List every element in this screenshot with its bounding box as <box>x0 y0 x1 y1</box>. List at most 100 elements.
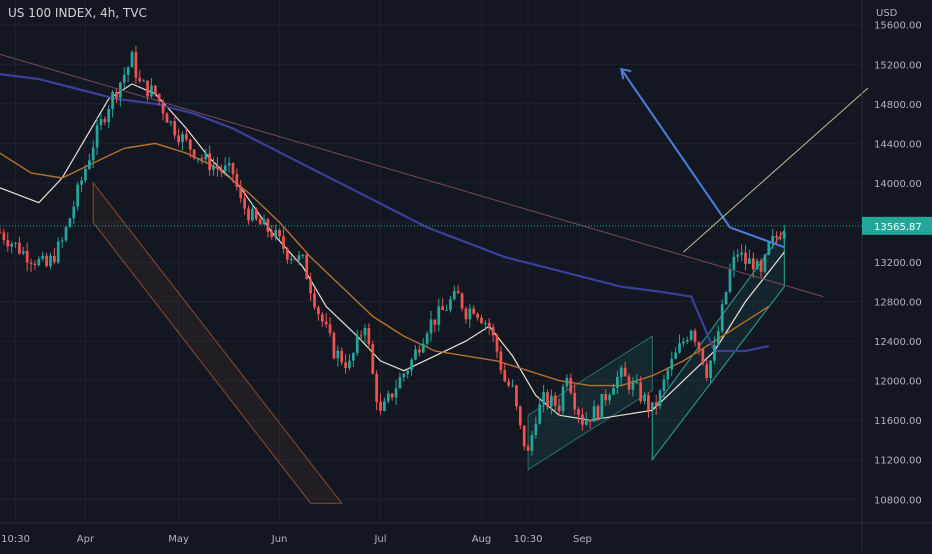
candle-body <box>181 134 184 143</box>
candle-body <box>728 269 732 292</box>
candle-body <box>336 350 340 359</box>
x-tick-label: Jul <box>373 534 386 545</box>
candle-body <box>511 385 514 387</box>
candle-body <box>68 218 72 228</box>
candle-body <box>716 331 720 345</box>
candle-body <box>495 335 499 352</box>
candle-body <box>476 313 479 318</box>
candle-body <box>367 328 371 345</box>
candle-body <box>678 343 681 353</box>
candle-body <box>414 349 417 360</box>
candle-body <box>208 153 212 170</box>
x-tick-label: Aug <box>472 534 492 545</box>
candle-body <box>542 392 545 405</box>
candle-body <box>441 306 445 311</box>
candle-body <box>371 344 375 374</box>
candle-body <box>565 378 569 387</box>
candle-body <box>134 52 138 78</box>
candle-body <box>650 402 654 410</box>
candle-body <box>2 232 6 241</box>
candle-body <box>666 369 670 380</box>
candle-body <box>561 386 565 412</box>
moving-average-3 <box>0 73 770 353</box>
candle-body <box>72 206 76 219</box>
x-tick-label: Sep <box>573 534 592 545</box>
candle-body <box>709 360 712 378</box>
candle-body <box>429 319 433 334</box>
candle-body <box>592 406 596 422</box>
candle-body <box>14 242 17 244</box>
candle-body <box>550 395 553 407</box>
candle-body <box>344 362 347 369</box>
candle-body <box>627 376 631 390</box>
y-tick-label: 15600.00 <box>874 21 922 32</box>
candle-body <box>503 370 507 382</box>
candle-body <box>546 392 549 407</box>
candle-body <box>538 404 542 424</box>
candle-body <box>736 254 740 257</box>
forecast-line <box>683 87 869 253</box>
candle-body <box>654 402 658 407</box>
candle-body <box>216 165 219 169</box>
candle-body <box>192 149 196 159</box>
candle-body <box>227 163 231 166</box>
candle-body <box>584 419 588 425</box>
candle-body <box>604 394 608 401</box>
candle-body <box>518 406 522 426</box>
candle-body <box>301 254 305 256</box>
candle-body <box>231 163 235 175</box>
candle-body <box>10 243 14 247</box>
candle-body <box>616 377 619 388</box>
candle-body <box>359 335 363 337</box>
candle-body <box>177 135 180 143</box>
candle-body <box>351 353 355 361</box>
candle-body <box>526 446 530 451</box>
candle-body <box>49 255 52 267</box>
candle-body <box>247 208 250 221</box>
drawing-tools[interactable] <box>0 53 869 298</box>
candle-body <box>142 80 146 82</box>
candle-body <box>608 394 611 401</box>
x-tick-label: May <box>168 534 189 545</box>
candle-body <box>779 237 782 239</box>
candle-body <box>355 335 359 354</box>
candle-body <box>534 423 538 436</box>
candle-body <box>332 333 336 359</box>
moving-average-2 <box>0 142 770 387</box>
candle-body <box>107 108 111 123</box>
candle-body <box>553 395 557 406</box>
candle-body <box>445 309 448 311</box>
candle-body <box>755 260 759 270</box>
candle-body <box>363 328 367 336</box>
candlesticks[interactable] <box>0 45 786 456</box>
candle-body <box>146 80 149 97</box>
x-tick-label: Jun <box>271 534 288 545</box>
candle-body <box>383 401 386 411</box>
y-tick-label: 14000.00 <box>874 179 922 190</box>
candle-body <box>697 342 701 349</box>
candle-body <box>421 343 425 353</box>
candle-body <box>647 395 650 410</box>
candle-body <box>80 180 83 185</box>
candle-body <box>173 121 177 136</box>
candle-body <box>56 241 60 263</box>
candle-body <box>484 322 487 324</box>
candle-body <box>402 373 406 378</box>
candle-body <box>305 254 309 280</box>
candle-body <box>464 308 468 320</box>
candle-body <box>759 260 763 272</box>
arrow-head-icon <box>619 67 632 80</box>
candle-body <box>285 248 289 260</box>
candle-body <box>468 308 472 320</box>
candle-body <box>751 258 755 270</box>
candle-body <box>223 165 227 171</box>
candle-body <box>394 388 398 398</box>
candle-body <box>126 67 130 75</box>
candle-body <box>433 319 437 325</box>
candle-body <box>701 348 705 365</box>
candle-body <box>748 258 751 264</box>
candle-body <box>25 251 29 263</box>
